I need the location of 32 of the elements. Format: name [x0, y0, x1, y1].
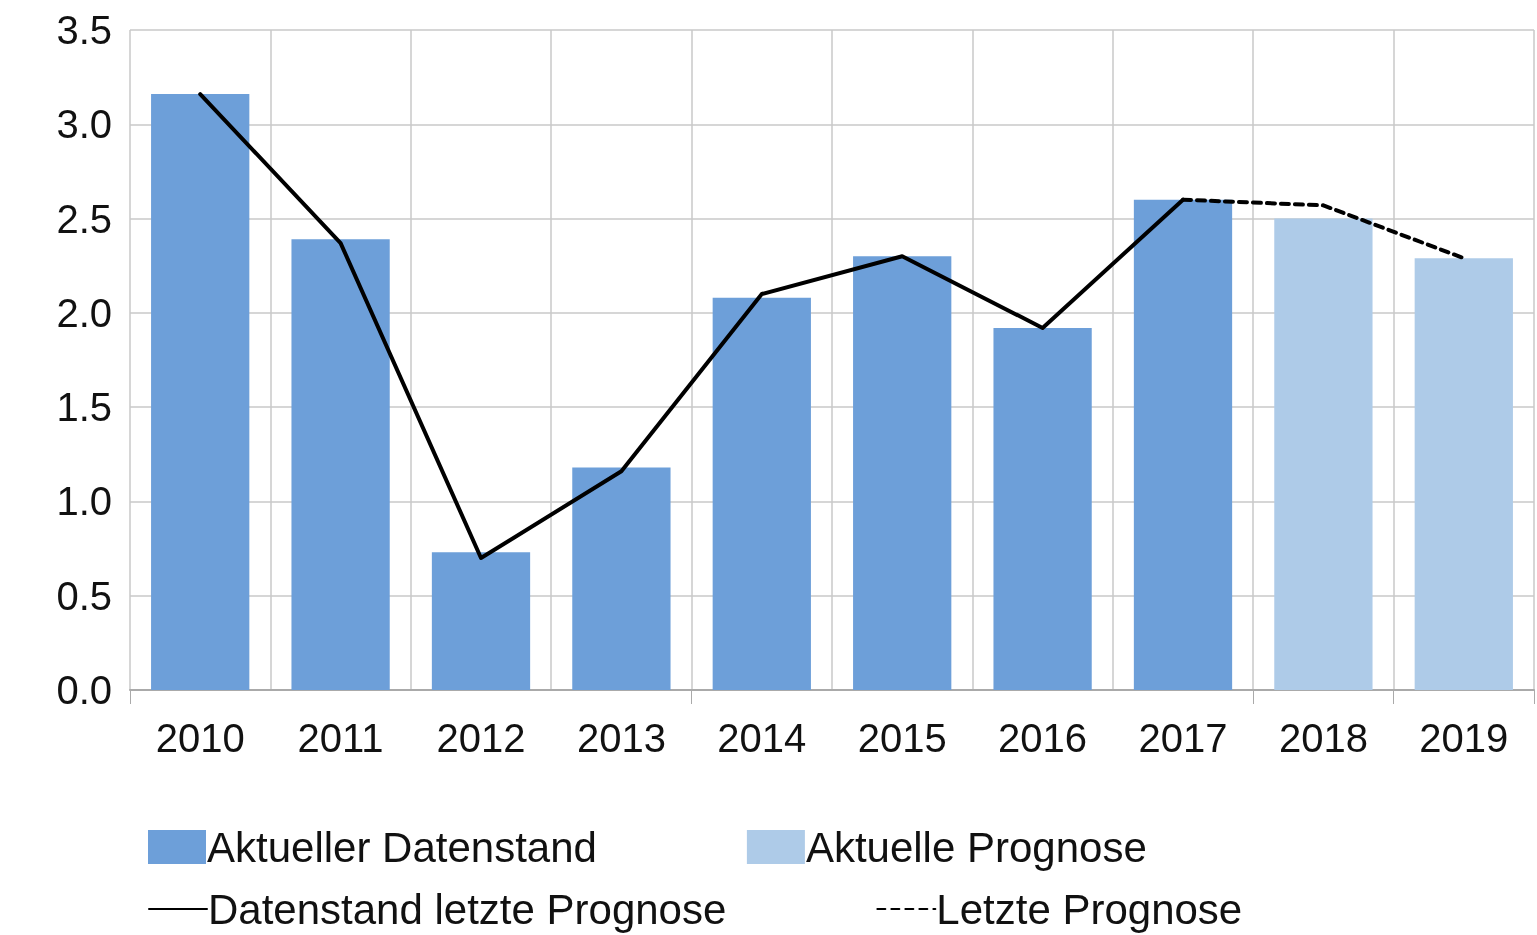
x-tick-label: 2018: [1278, 716, 1368, 760]
bar: [291, 239, 390, 690]
x-tick-label: 2015: [857, 716, 947, 760]
legend-label: Aktuelle Prognose: [805, 823, 1147, 871]
y-tick-label: 2.0: [56, 290, 112, 335]
x-tick-label: 2011: [297, 716, 384, 760]
y-tick-label: 3.0: [56, 102, 112, 147]
y-tick-label: 2.5: [56, 196, 112, 241]
bar: [853, 256, 952, 690]
legend-label: Letzte Prognose: [936, 885, 1243, 933]
bar: [431, 552, 531, 690]
bar: [712, 297, 811, 690]
x-tick-label: 2013: [576, 716, 666, 760]
x-tick-label: 2010: [155, 716, 245, 760]
bar: [1274, 218, 1373, 690]
legend-label: Aktueller Datenstand: [207, 823, 597, 871]
bar: [993, 327, 1092, 690]
y-tick-label: 3.5: [56, 8, 112, 52]
bar: [1414, 258, 1513, 690]
x-tick-label: 2016: [998, 716, 1088, 760]
y-tick-label: 0.0: [56, 668, 112, 712]
x-tick-label: 2019: [1419, 716, 1509, 760]
x-tick-label: 2017: [1138, 716, 1228, 760]
bar: [151, 94, 250, 690]
y-tick-label: 1.5: [56, 385, 112, 430]
x-tick-label: 2014: [717, 716, 807, 760]
y-tick-label: 0.5: [56, 573, 112, 618]
legend-label: Datenstand letzte Prognose: [208, 885, 727, 933]
bar: [572, 467, 671, 690]
x-tick-label: 2012: [436, 716, 526, 760]
bar: [1133, 199, 1233, 690]
y-tick-label: 1.0: [56, 479, 112, 524]
